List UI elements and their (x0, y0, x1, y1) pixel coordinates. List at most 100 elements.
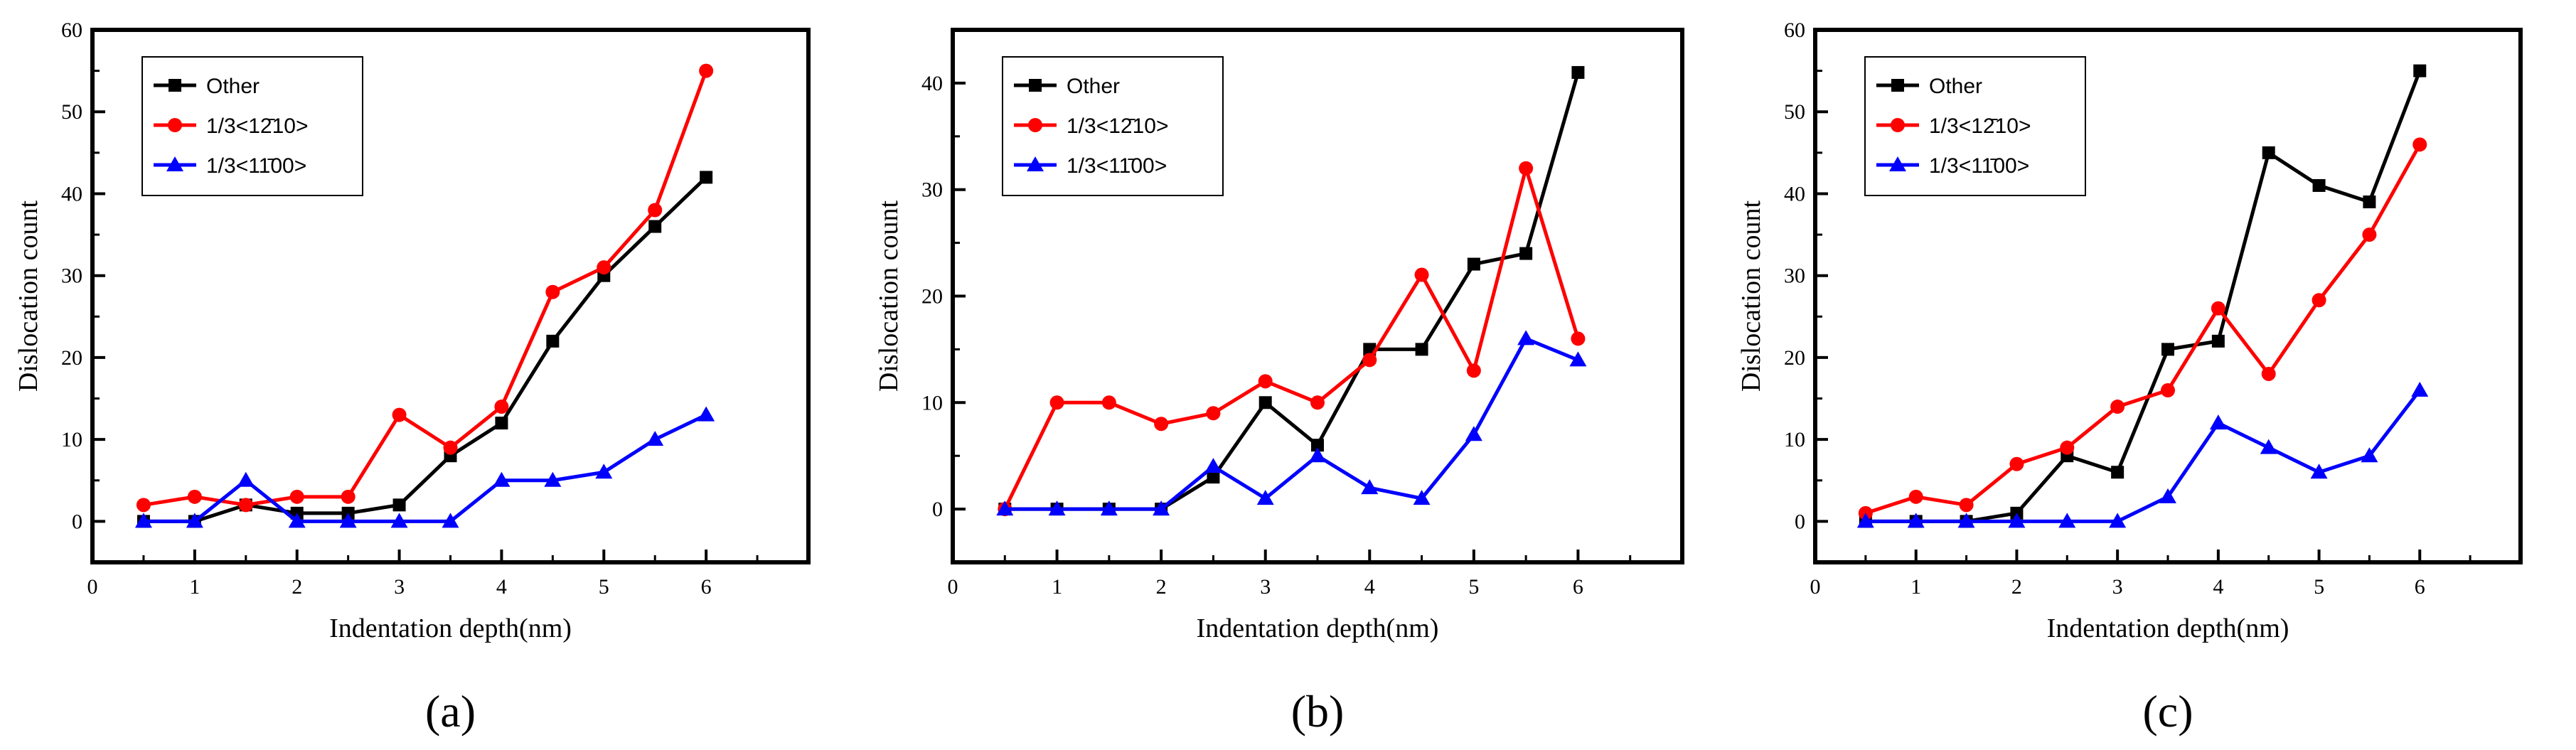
x-tick-label: 4 (1364, 575, 1375, 599)
data-point (648, 220, 662, 233)
data-point (1154, 417, 1169, 432)
data-point (288, 513, 306, 528)
series-line (1005, 336, 1579, 511)
legend-marker (1027, 156, 1044, 171)
y-axis-title: Dislocation count (1736, 200, 1766, 392)
data-point (2260, 439, 2277, 454)
legend-marker (168, 118, 182, 132)
legend-marker (1028, 118, 1042, 132)
legend-marker (1891, 118, 1905, 132)
data-point (1361, 479, 1379, 495)
series-1 (136, 63, 714, 513)
data-point (443, 440, 458, 455)
legend-entry: 1/3<11̄00> (1929, 154, 2029, 178)
data-point (2159, 488, 2176, 503)
y-tick-label: 0 (72, 510, 82, 533)
data-point (2262, 146, 2275, 159)
series-1 (1858, 137, 2427, 520)
data-point (1310, 395, 1325, 410)
y-axis-title: Dislocation count (14, 200, 43, 392)
legend-entry: 1/3<11̄00> (1067, 154, 1167, 178)
data-point (699, 63, 714, 78)
data-point (1907, 513, 1925, 528)
data-point (2209, 414, 2227, 430)
data-point (495, 417, 508, 430)
data-point (1571, 65, 1585, 79)
series-line (143, 176, 707, 523)
data-point (597, 260, 611, 275)
legend-entry: 1/3<12̄10> (1929, 114, 2031, 138)
data-point (698, 406, 715, 422)
x-tick-label: 4 (496, 575, 507, 599)
data-point (2161, 383, 2175, 398)
legend-entry: 1/3<12̄10> (206, 114, 308, 138)
data-point (1519, 161, 1534, 176)
x-tick-label: 5 (1468, 575, 1479, 599)
data-point (2363, 195, 2376, 208)
data-point (1206, 406, 1221, 421)
y-tick-label: 50 (1784, 100, 1805, 124)
data-point (1311, 439, 1324, 452)
data-point (494, 400, 509, 414)
legend-marker (1029, 79, 1042, 92)
legend: Other 1/3<12̄10> 1/3<11̄00> (1002, 56, 1224, 196)
data-point (1309, 447, 1326, 463)
y-axis-title: Dislocation count (874, 200, 904, 392)
series-2 (1856, 382, 2429, 528)
data-point (237, 471, 255, 487)
x-tick-label: 0 (948, 575, 958, 599)
legend-marker (169, 79, 181, 92)
x-tick-label: 4 (2213, 575, 2223, 599)
y-tick-label: 40 (61, 182, 82, 205)
y-tick-label: 20 (921, 285, 943, 309)
y-tick-label: 40 (921, 72, 943, 95)
x-tick-label: 3 (1260, 575, 1271, 599)
y-tick-label: 30 (61, 264, 82, 288)
data-point (1517, 330, 1535, 345)
x-tick-label: 6 (701, 575, 712, 599)
data-point (2009, 456, 2024, 471)
x-axis-title: Indentation depth(nm) (2047, 614, 2289, 643)
legend-entry: Other (206, 75, 260, 98)
x-tick-label: 5 (2314, 575, 2324, 599)
x-axis-title: Indentation depth(nm) (329, 614, 572, 643)
x-tick-label: 3 (2112, 575, 2123, 599)
x-axis-title: Indentation depth(nm) (1197, 614, 1439, 643)
data-point (2211, 301, 2225, 316)
data-point (493, 471, 511, 487)
data-point (390, 513, 408, 528)
data-point (2008, 513, 2026, 528)
data-point (2060, 440, 2075, 455)
data-point (2361, 447, 2378, 463)
data-point (339, 513, 357, 528)
data-point (341, 489, 356, 504)
legend-marker (1891, 79, 1904, 92)
data-point (546, 334, 560, 348)
legend-marker (166, 156, 183, 171)
legend-entry: 1/3<11̄00> (206, 154, 306, 178)
data-point (646, 431, 664, 446)
data-point (1957, 513, 1975, 528)
data-point (2211, 334, 2225, 348)
data-point (2261, 366, 2276, 381)
data-point (1204, 458, 1222, 473)
data-point (1467, 257, 1480, 271)
y-tick-label: 60 (61, 18, 82, 42)
y-tick-label: 50 (61, 100, 82, 124)
y-tick-label: 30 (1784, 264, 1805, 288)
y-tick-label: 30 (921, 178, 943, 202)
series-line (1865, 144, 2422, 515)
legend: Other 1/3<12̄10> 1/3<11̄00> (141, 56, 363, 196)
data-point (1415, 343, 1428, 356)
data-point (2411, 382, 2429, 397)
series-2 (134, 406, 715, 528)
data-point (1153, 500, 1170, 516)
panel-label: (a) (425, 686, 476, 736)
x-tick-label: 0 (1810, 575, 1821, 599)
series-line (143, 413, 707, 523)
data-point (1571, 331, 1586, 346)
data-point (238, 498, 253, 513)
